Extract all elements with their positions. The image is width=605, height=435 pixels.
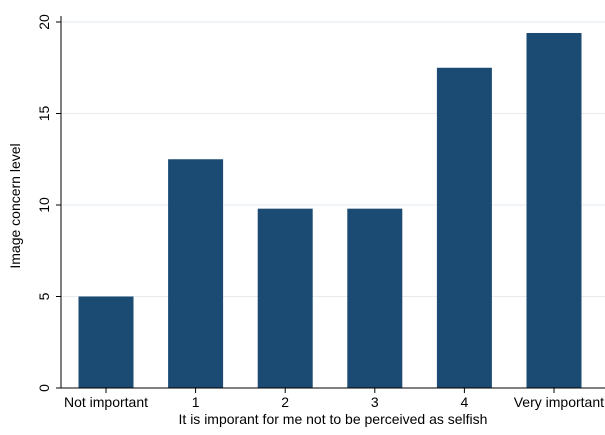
y-tick-label: 5 (36, 292, 52, 300)
y-tick-label: 10 (36, 197, 52, 213)
bar (526, 32, 582, 388)
y-tick-label: 20 (36, 14, 52, 30)
x-tick-label: 2 (281, 394, 289, 410)
bar (168, 159, 224, 388)
x-tick-label: Not important (64, 394, 148, 410)
axes (60, 16, 605, 389)
bar (436, 67, 492, 388)
bar (347, 208, 403, 388)
x-ticks: Not important 1 2 3 4 Very important (64, 388, 604, 410)
grid (61, 21, 605, 297)
bars (78, 32, 582, 388)
bar (78, 296, 134, 388)
y-ticks: 0 5 10 15 20 (36, 14, 61, 392)
x-tick-label: 4 (461, 394, 469, 410)
bar (257, 208, 313, 388)
y-axis-label: Image concern level (7, 143, 23, 268)
x-axis-label: It is imporant for me not to be perceive… (179, 411, 488, 427)
y-tick-label: 0 (36, 384, 52, 392)
x-tick-label: 1 (192, 394, 200, 410)
x-tick-label: Very important (514, 394, 604, 410)
x-tick-label: 3 (371, 394, 379, 410)
y-tick-label: 15 (36, 106, 52, 122)
